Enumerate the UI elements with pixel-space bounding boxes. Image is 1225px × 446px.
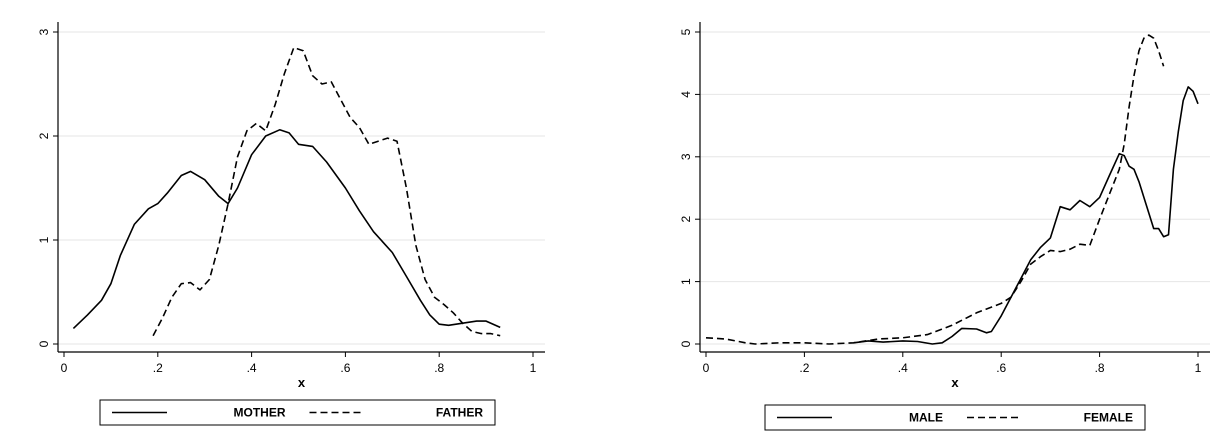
chart-right: 0 1 2 3 4 5 0 .2 .4 .6 .8 1 x MALE FEMALE [679, 22, 1210, 431]
x-tick-label-5: 1 [1195, 361, 1202, 375]
y-tick-label-1: 1 [679, 278, 693, 285]
x-tick-label-3: .6 [996, 361, 1006, 375]
x-tick-label-4: .8 [434, 361, 444, 375]
x-tick-label-2: .4 [898, 361, 908, 375]
chart-panel-left: 0 1 2 3 0 .2 .4 .6 .8 1 x MOTHER FATHER [0, 0, 600, 446]
y-tick-label-0: 0 [37, 340, 51, 347]
x-tick-label-0: 0 [61, 361, 68, 375]
y-tick-label-0: 0 [679, 340, 693, 347]
x-tick-label-5: 1 [530, 361, 537, 375]
x-tick-label-4: .8 [1095, 361, 1105, 375]
y-tick-label-3: 3 [679, 153, 693, 160]
legend-label-female: FEMALE [1084, 411, 1133, 425]
y-tick-label-4: 4 [679, 91, 693, 98]
series-line-female [705, 34, 1165, 345]
chart-panel-right: 0 1 2 3 4 5 0 .2 .4 .6 .8 1 x MALE FEMALE [625, 0, 1225, 446]
x-axis-title: x [951, 375, 959, 390]
y-tick-label-3: 3 [37, 28, 51, 35]
y-tick-label-2: 2 [679, 216, 693, 223]
x-axis-title: x [298, 375, 306, 390]
series-line-male [853, 86, 1199, 345]
chart-left: 0 1 2 3 0 .2 .4 .6 .8 1 x MOTHER FATHER [37, 22, 545, 426]
y-tick-label-5: 5 [679, 28, 693, 35]
series-line-mother [72, 129, 501, 329]
y-tick-label-1: 1 [37, 236, 51, 243]
y-tick-label-2: 2 [37, 132, 51, 139]
series-line-father [152, 46, 501, 337]
x-tick-label-1: .2 [799, 361, 809, 375]
legend-label-male: MALE [909, 411, 943, 425]
legend-label-mother: MOTHER [234, 406, 286, 420]
x-tick-label-1: .2 [153, 361, 163, 375]
legend-label-father: FATHER [436, 406, 483, 420]
x-tick-label-0: 0 [703, 361, 710, 375]
x-tick-label-2: .4 [247, 361, 257, 375]
x-tick-label-3: .6 [340, 361, 350, 375]
